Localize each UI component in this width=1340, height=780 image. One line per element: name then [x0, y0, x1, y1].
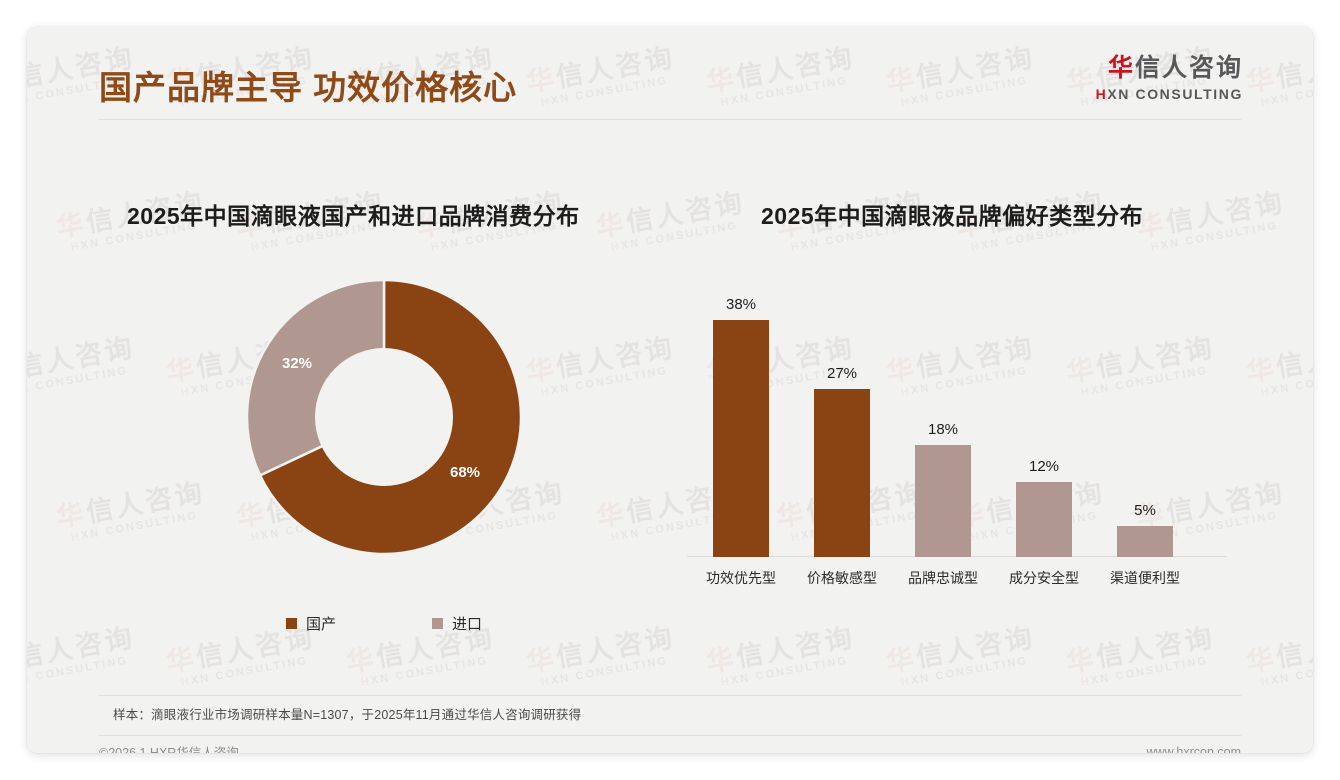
logo-en-rest: XN CONSULTING [1107, 85, 1243, 102]
donut-chart: 32% 68% [239, 273, 529, 561]
legend-label-domestic: 国产 [305, 616, 336, 633]
donut-label-domestic: 68% [450, 464, 481, 481]
copyright-text: ©2026.1 HXR华信人咨询 [99, 746, 239, 753]
bar-column[interactable]: 38% [713, 292, 769, 557]
bar-category-label: 渠道便利型 [1110, 570, 1180, 586]
bar-chart-title: 2025年中国滴眼液品牌偏好类型分布 [761, 203, 1144, 229]
page-title: 国产品牌主导 功效价格核心 [99, 69, 518, 106]
header-divider [99, 119, 1241, 120]
bar-category-label: 价格敏感型 [807, 570, 877, 586]
logo-cn-red-char: 华 [1107, 54, 1135, 82]
donut-legend: 国产 进口 [99, 613, 669, 634]
logo-cn-rest: 信人咨询 [1134, 54, 1243, 82]
bar-chart-panel: 2025年中国滴眼液品牌偏好类型分布 38% 27% 18% 12% 5% 功效优先型 价… [687, 197, 1247, 657]
donut-chart-title: 2025年中国滴眼液国产和进口品牌消费分布 [127, 203, 580, 229]
slide-footer: ©2026.1 HXR华信人咨询 www.hxrcon.com [99, 742, 1241, 754]
bar-value-label: 27% [826, 364, 858, 382]
bar-value-label: 5% [1134, 501, 1156, 519]
bar-chart-category-axis: 功效优先型 价格敏感型 品牌忠诚型 成分安全型 渠道便利型 [687, 568, 1227, 598]
logo-chinese-text: 华信人咨询 [1096, 54, 1243, 83]
donut-hole [315, 348, 453, 486]
company-logo: 华信人咨询 HXN CONSULTING [1096, 54, 1243, 102]
legend-item-domestic[interactable]: 国产 [285, 613, 336, 634]
donut-chart-svg [245, 278, 523, 556]
donut-chart-panel: 2025年中国滴眼液国产和进口品牌消费分布 32% 68% 国产 进口 [99, 197, 669, 657]
bar-value-label: 18% [927, 420, 959, 438]
bar-category-label: 成分安全型 [1009, 570, 1079, 586]
slide-header: 国产品牌主导 功效价格核心 华信人咨询 HXN CONSULTING [27, 27, 1313, 123]
sample-note: 样本：滴眼液行业市场调研样本量N=1307，于2025年11月通过华信人咨询调研… [113, 708, 582, 722]
bar-chart-plot: 38% 27% 18% 12% 5% [687, 257, 1227, 557]
bar-rect[interactable] [713, 319, 769, 557]
donut-label-import: 32% [282, 355, 313, 372]
legend-label-import: 进口 [452, 616, 483, 633]
logo-english-text: HXN CONSULTING [1096, 86, 1243, 102]
bar-rect[interactable] [1117, 525, 1173, 557]
website-text[interactable]: www.hxrcon.com [1146, 744, 1241, 754]
bar-rect[interactable] [1016, 482, 1072, 557]
bar-rect[interactable] [814, 388, 870, 557]
note-divider [99, 695, 1241, 696]
bar-column[interactable]: 5% [1117, 498, 1173, 557]
bar-category-label: 功效优先型 [706, 570, 776, 586]
bar-value-label: 38% [725, 295, 757, 313]
bar-rect[interactable] [915, 444, 971, 557]
legend-swatch-import [432, 618, 443, 629]
legend-item-import[interactable]: 进口 [432, 613, 482, 634]
bar-column[interactable]: 18% [915, 417, 971, 557]
bar-category-label: 品牌忠诚型 [908, 570, 978, 586]
legend-swatch-domestic [285, 618, 297, 629]
bar-value-label: 12% [1028, 458, 1060, 476]
bar-column[interactable]: 27% [814, 361, 870, 557]
bar-column[interactable]: 12% [1016, 454, 1072, 557]
footer-divider [99, 735, 1241, 736]
logo-en-red-char: H [1095, 85, 1108, 102]
